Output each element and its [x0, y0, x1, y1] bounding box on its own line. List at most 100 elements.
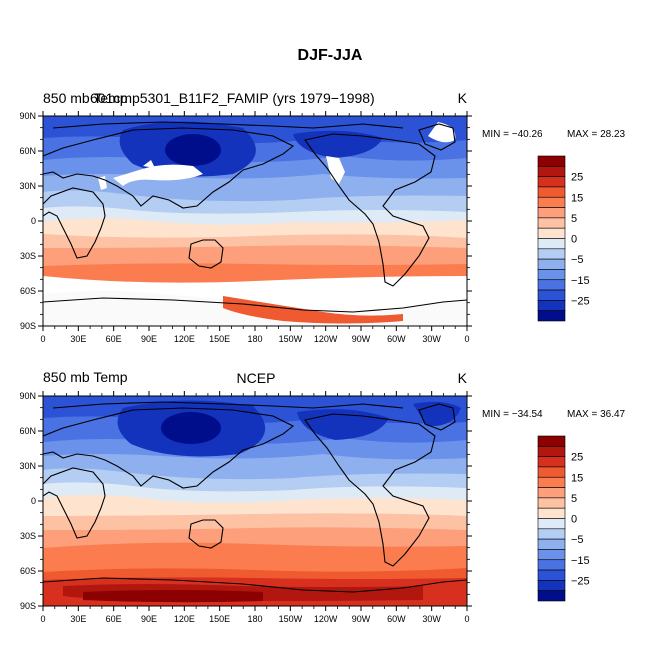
- panel-model-y-tick-label: 90S: [20, 321, 36, 331]
- panel-ncep-subtitle-center: NCEP: [237, 370, 276, 386]
- panel-model-y-tick-label: 30N: [19, 181, 36, 191]
- panel-model-colorbar-swatch: [537, 300, 566, 311]
- panel-ncep-x-tick-label: 120W: [314, 614, 338, 624]
- panel-ncep-colorbar-swatch: [537, 466, 566, 478]
- panel-model-colorbar: 25 15 5 0 −5 −15 −25: [537, 155, 590, 322]
- panel-model-colorbar-swatch: [537, 248, 566, 260]
- panel-model-colorbar-label: 25: [571, 172, 583, 184]
- panel-model-colorbar-swatch: [537, 269, 566, 281]
- panel-ncep-x-tick-label: 180: [247, 614, 262, 624]
- panel-ncep-colorbar-swatch: [537, 538, 566, 550]
- panel-ncep-colorbar-label: 5: [571, 493, 577, 505]
- panel-ncep-x-tick-label: 150E: [209, 614, 230, 624]
- panel-ncep-colorbar-label: −15: [571, 555, 590, 567]
- panel-model-colorbar-swatch: [537, 258, 566, 270]
- panel-model-coastlines: [43, 121, 467, 313]
- panel-ncep-x-tick-label: 0: [40, 614, 45, 624]
- panel-model-y-tick-label: 30S: [20, 251, 36, 261]
- panel-model-colorbar-swatch: [537, 289, 566, 301]
- panel-ncep-x-tick-label: 90W: [352, 614, 371, 624]
- panel-ncep-y-tick-label: 90S: [20, 601, 36, 611]
- panel-model-y-tick-label: 0: [31, 216, 36, 226]
- panel-ncep-y-tick-label: 60N: [19, 426, 36, 436]
- panel-model-x-tick-label: 150E: [209, 334, 230, 344]
- panel-ncep-axes: 0 30E 60E 90E 120E 150E 180 150W 120W 90W 60W 30W 09…: [19, 391, 472, 624]
- panel-ncep-colorbar-swatch: [537, 518, 566, 530]
- panel-model-max-label: MAX = 28.23: [567, 129, 626, 140]
- panel-model-y-tick-label: 60S: [20, 286, 36, 296]
- panel-ncep-x-tick-label: 150W: [279, 614, 303, 624]
- panel-model-colorbar-swatch: [537, 166, 566, 177]
- panel-ncep-colorbar-swatch: [537, 528, 566, 540]
- panel-model-min-label: MIN = −40.26: [482, 129, 543, 140]
- panel-ncep-colorbar-swatch: [537, 435, 566, 447]
- panel-ncep-colorbar-swatch: [537, 487, 566, 499]
- panel-model-x-tick-label: 0: [464, 334, 469, 344]
- panel-model-colorbar-swatch: [537, 207, 566, 219]
- panel-ncep-colorbar-swatch: [537, 569, 566, 581]
- panel-ncep-coastlines: [43, 401, 467, 593]
- panel-model-x-tick-label: 0: [40, 334, 45, 344]
- panel-model-colorbar-swatch: [537, 155, 566, 167]
- panel-ncep-field: [43, 396, 467, 606]
- panel-ncep-colorbar-swatch: [537, 456, 566, 468]
- panel-ncep-colorbar-swatch: [537, 590, 566, 602]
- panel-ncep-x-tick-label: 30W: [422, 614, 441, 624]
- panel-ncep-colorbar-swatch: [537, 497, 566, 509]
- panel-ncep-y-tick-label: 30S: [20, 531, 36, 541]
- panel-ncep-colorbar-label: 25: [571, 452, 583, 464]
- panel-ncep-subtitle-left: 850 mb Temp: [43, 369, 128, 385]
- panel-model-colorbar-swatch: [537, 186, 566, 198]
- panel-ncep-colorbar-swatch: [537, 507, 566, 519]
- panel-model-colorbar-swatch: [537, 217, 566, 229]
- panel-ncep-x-tick-label: 90E: [141, 614, 157, 624]
- panel-model-x-tick-label: 60E: [106, 334, 122, 344]
- panel-model-colorbar-swatch: [537, 279, 566, 291]
- panel-model-x-tick-label: 60W: [387, 334, 406, 344]
- panel-model-x-tick-label: 90E: [141, 334, 157, 344]
- panel-ncep-y-tick-label: 0: [31, 496, 36, 506]
- panel-model-subtitle-center: 601cmp5301_B11F2_FAMIP (yrs 1979−1998): [90, 90, 375, 106]
- panel-model-x-tick-label: 30E: [70, 334, 86, 344]
- panel-model-x-tick-label: 120E: [174, 334, 195, 344]
- panel-ncep-colorbar-swatch: [537, 580, 566, 591]
- panel-ncep-units: K: [458, 370, 468, 386]
- panel-model-colorbar-swatch: [537, 238, 566, 250]
- panel-ncep-colorbar: 25 15 5 0 −5 −15 −25: [537, 435, 590, 602]
- panel-model-x-tick-label: 180: [247, 334, 262, 344]
- panel-ncep-colorbar-label: −25: [571, 575, 590, 587]
- panel-model: 850 mb Temp 601cmp5301_B11F2_FAMIP (yrs …: [19, 90, 625, 344]
- panel-model-y-tick-label: 60N: [19, 146, 36, 156]
- panel-ncep-y-tick-label: 30N: [19, 461, 36, 471]
- panel-ncep-x-tick-label: 0: [464, 614, 469, 624]
- panel-model-colorbar-label: 15: [571, 192, 583, 204]
- panel-ncep-colorbar-label: 15: [571, 472, 583, 484]
- panel-model-x-tick-label: 120W: [314, 334, 338, 344]
- panel-ncep-colorbar-swatch: [537, 476, 566, 488]
- panel-ncep-x-tick-label: 60E: [106, 614, 122, 624]
- panel-ncep-min-label: MIN = −34.54: [482, 409, 543, 420]
- panel-model-x-tick-label: 30W: [422, 334, 441, 344]
- panel-model-x-tick-label: 150W: [279, 334, 303, 344]
- figure-title: DJF-JJA: [298, 47, 363, 64]
- panel-ncep: 850 mb Temp NCEP K: [19, 369, 625, 624]
- panel-model-colorbar-label: 0: [571, 234, 577, 246]
- panel-model-colorbar-swatch: [537, 227, 566, 239]
- panel-model-colorbar-label: −5: [571, 254, 584, 266]
- panel-model-colorbar-swatch: [537, 176, 566, 188]
- panel-ncep-colorbar-label: 0: [571, 514, 577, 526]
- panel-model-colorbar-label: 5: [571, 213, 577, 225]
- panel-model-x-tick-label: 90W: [352, 334, 371, 344]
- panel-ncep-y-tick-label: 90N: [19, 391, 36, 401]
- panel-model-units: K: [458, 90, 468, 106]
- panel-ncep-y-tick-label: 60S: [20, 566, 36, 576]
- panel-ncep-colorbar-swatch: [537, 559, 566, 571]
- panel-model-colorbar-label: −25: [571, 295, 590, 307]
- panel-model-y-tick-label: 90N: [19, 111, 36, 121]
- panel-ncep-max-label: MAX = 36.47: [567, 409, 626, 420]
- panel-ncep-x-tick-label: 120E: [174, 614, 195, 624]
- panel-ncep-colorbar-swatch: [537, 446, 566, 457]
- panel-ncep-x-tick-label: 30E: [70, 614, 86, 624]
- panel-ncep-x-tick-label: 60W: [387, 614, 406, 624]
